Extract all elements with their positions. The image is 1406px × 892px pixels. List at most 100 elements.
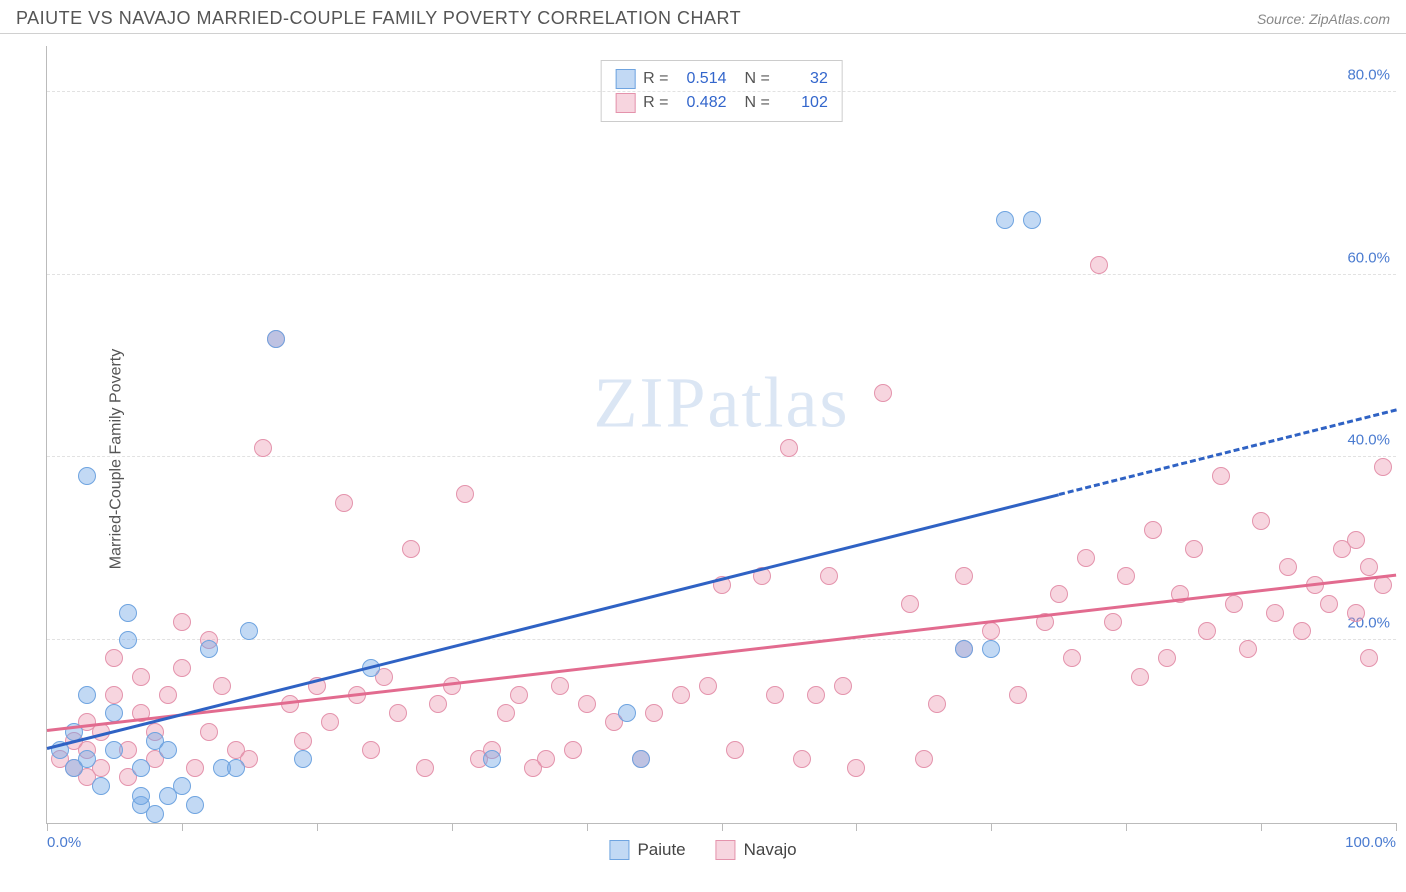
navajo-point [578, 695, 596, 713]
watermark: ZIPatlas [594, 362, 850, 445]
paiute-point [483, 750, 501, 768]
navajo-point [200, 723, 218, 741]
navajo-point [1117, 567, 1135, 585]
navajo-point [834, 677, 852, 695]
paiute-point [173, 777, 191, 795]
legend-item-navajo: Navajo [716, 840, 797, 860]
paiute-point [159, 741, 177, 759]
legend-item-paiute: Paiute [609, 840, 685, 860]
navajo-point [955, 567, 973, 585]
navajo-point [335, 494, 353, 512]
paiute-point [618, 704, 636, 722]
navajo-point [1293, 622, 1311, 640]
navajo-point [1266, 604, 1284, 622]
x-tick [587, 823, 588, 831]
navajo-point [793, 750, 811, 768]
navajo-point [537, 750, 555, 768]
navajo-point [551, 677, 569, 695]
y-tick-label: 60.0% [1347, 249, 1390, 266]
navajo-point [1360, 649, 1378, 667]
navajo-point [294, 732, 312, 750]
navajo-point [1347, 604, 1365, 622]
x-tick [1126, 823, 1127, 831]
paiute-point [955, 640, 973, 658]
paiute-point [240, 622, 258, 640]
navajo-point [321, 713, 339, 731]
navajo-point [362, 741, 380, 759]
navajo-point [254, 439, 272, 457]
legend-row-paiute: R = 0.514 N = 32 [615, 67, 828, 91]
chart-header: PAIUTE VS NAVAJO MARRIED-COUPLE FAMILY P… [0, 0, 1406, 34]
paiute-point [78, 750, 96, 768]
navajo-point [1131, 668, 1149, 686]
navajo-point [766, 686, 784, 704]
paiute-trendline [1058, 409, 1396, 496]
navajo-point [1198, 622, 1216, 640]
paiute-point [132, 759, 150, 777]
navajo-point [1212, 467, 1230, 485]
paiute-point [227, 759, 245, 777]
paiute-swatch [615, 69, 635, 89]
navajo-point [105, 686, 123, 704]
paiute-swatch-icon [609, 840, 629, 860]
navajo-point [1009, 686, 1027, 704]
navajo-point [820, 567, 838, 585]
paiute-point [78, 686, 96, 704]
navajo-point [915, 750, 933, 768]
x-tick [47, 823, 48, 831]
paiute-point [996, 211, 1014, 229]
navajo-point [1360, 558, 1378, 576]
navajo-point [1104, 613, 1122, 631]
navajo-swatch [615, 93, 635, 113]
navajo-point [1279, 558, 1297, 576]
navajo-point [1077, 549, 1095, 567]
y-tick-label: 80.0% [1347, 66, 1390, 83]
paiute-point [119, 604, 137, 622]
x-tick [1396, 823, 1397, 831]
gridline [47, 91, 1396, 92]
x-tick [317, 823, 318, 831]
paiute-point [92, 777, 110, 795]
paiute-point [294, 750, 312, 768]
paiute-point [1023, 211, 1041, 229]
navajo-point [1374, 576, 1392, 594]
navajo-point [173, 613, 191, 631]
paiute-point [200, 640, 218, 658]
navajo-point [1320, 595, 1338, 613]
paiute-point [267, 330, 285, 348]
navajo-point [416, 759, 434, 777]
paiute-point [186, 796, 204, 814]
navajo-point [159, 686, 177, 704]
navajo-point [780, 439, 798, 457]
paiute-point [982, 640, 1000, 658]
paiute-point [78, 467, 96, 485]
navajo-point [982, 622, 1000, 640]
navajo-point [726, 741, 744, 759]
navajo-point [1239, 640, 1257, 658]
x-tick [1261, 823, 1262, 831]
navajo-point [1374, 458, 1392, 476]
navajo-point [456, 485, 474, 503]
navajo-point [1225, 595, 1243, 613]
paiute-point [119, 631, 137, 649]
navajo-point [1185, 540, 1203, 558]
navajo-trendline [47, 573, 1396, 731]
navajo-point [1090, 256, 1108, 274]
navajo-point [213, 677, 231, 695]
navajo-swatch-icon [716, 840, 736, 860]
navajo-point [807, 686, 825, 704]
x-tick [991, 823, 992, 831]
x-tick [856, 823, 857, 831]
paiute-point [146, 805, 164, 823]
x-tick-label: 100.0% [1345, 834, 1396, 851]
navajo-point [1252, 512, 1270, 530]
navajo-point [1050, 585, 1068, 603]
paiute-point [105, 741, 123, 759]
navajo-point [564, 741, 582, 759]
navajo-point [699, 677, 717, 695]
gridline [47, 456, 1396, 457]
x-tick [722, 823, 723, 831]
navajo-point [874, 384, 892, 402]
navajo-point [901, 595, 919, 613]
x-tick-label: 0.0% [47, 834, 81, 851]
